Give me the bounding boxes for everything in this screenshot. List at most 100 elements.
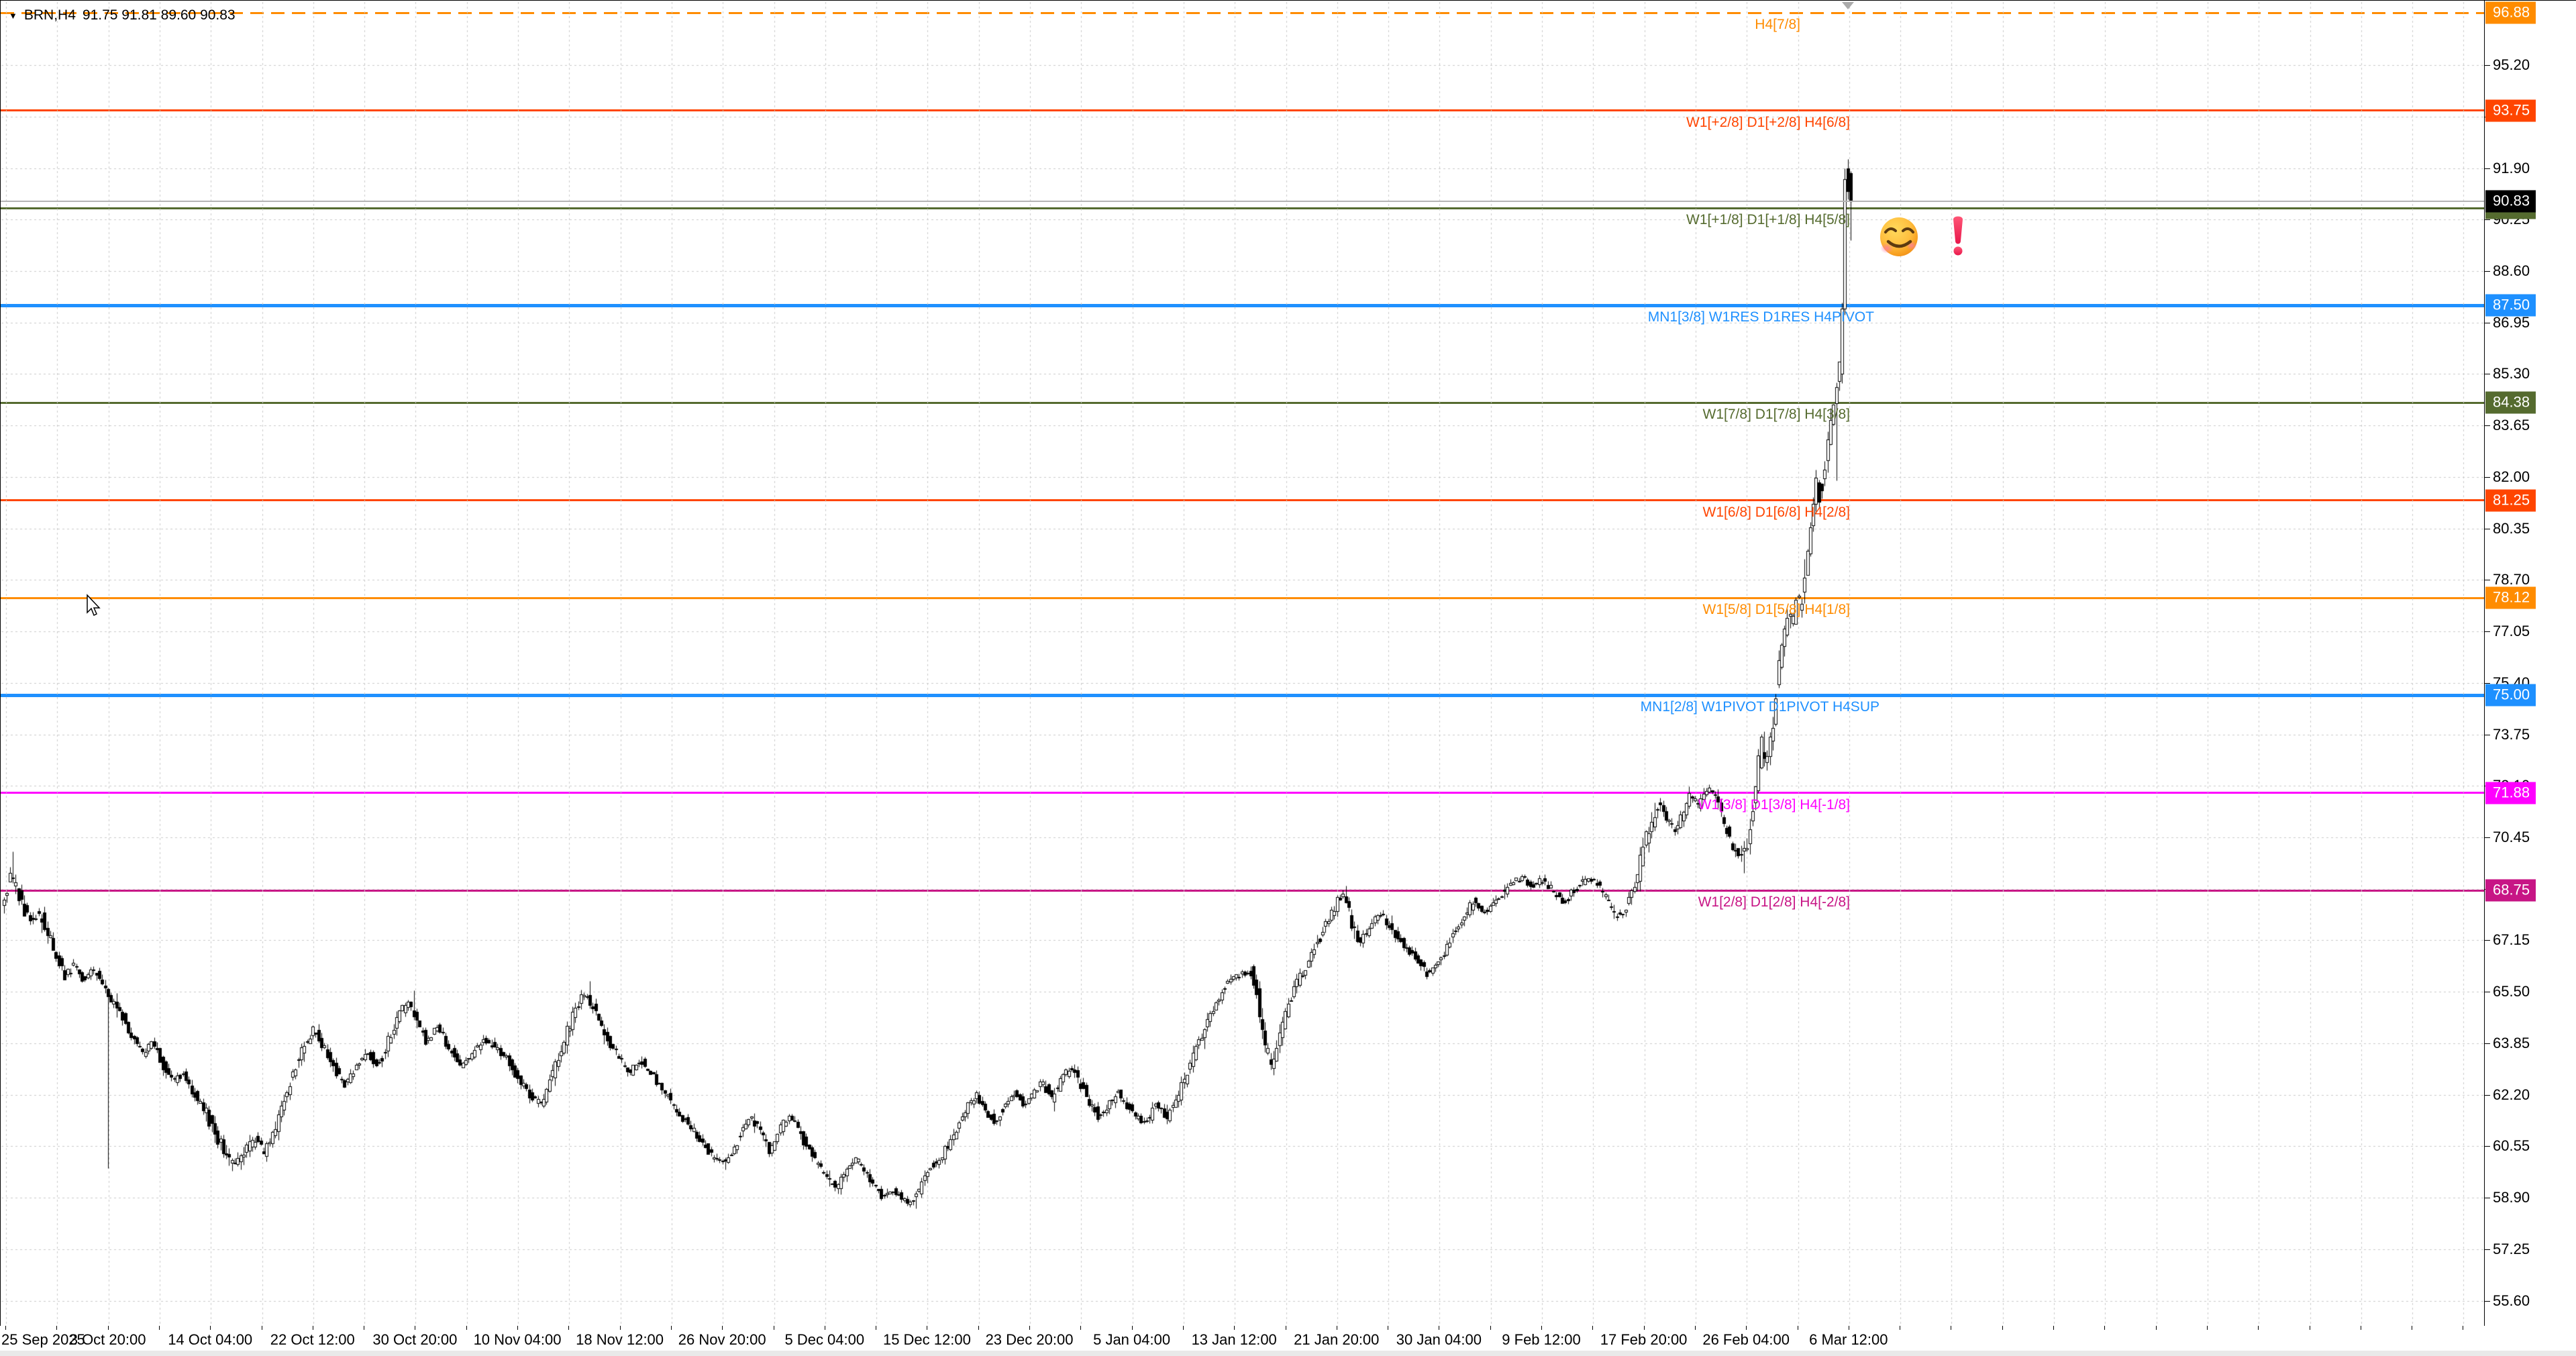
- price-tick-label: 58.90: [2493, 1189, 2530, 1206]
- price-tick-label: 88.60: [2493, 262, 2530, 280]
- time-tick-mark: [5, 1326, 6, 1330]
- price-tick-label: 95.20: [2493, 56, 2530, 74]
- level-label: W1[5/8] D1[5/8] H4[1/8]: [1702, 602, 1850, 618]
- date-tick-label: 13 Jan 12:00: [1191, 1331, 1277, 1348]
- level-label: W1[+1/8] D1[+1/8] H4[5/8]: [1686, 212, 1850, 228]
- time-tick-mark: [2104, 1326, 2106, 1330]
- time-tick-mark: [1643, 1326, 1645, 1330]
- time-tick-mark: [1131, 1326, 1133, 1330]
- collapse-triangle-icon[interactable]: ▼: [9, 10, 17, 21]
- price-tick-label: 65.50: [2493, 983, 2530, 1000]
- price-level-badge: 81.25: [2485, 489, 2536, 512]
- price-tick-label: 80.35: [2493, 519, 2530, 537]
- plot-area[interactable]: H4[7/8] W1[+2/8] D1[+2/8] H4[6/8] W1[+1/8]…: [0, 0, 2484, 1326]
- price-level-badge: 87.50: [2485, 294, 2536, 317]
- date-tick-label: 14 Oct 04:00: [168, 1331, 253, 1348]
- price-tick-label: 83.65: [2493, 417, 2530, 434]
- price-tick-label: 77.05: [2493, 623, 2530, 640]
- date-tick-label: 22 Oct 12:00: [270, 1331, 355, 1348]
- price-level-badge: 68.75: [2485, 879, 2536, 902]
- date-tick-label: 5 Dec 04:00: [784, 1331, 865, 1348]
- time-tick-mark: [517, 1326, 518, 1330]
- price-level-badge: 84.38: [2485, 391, 2536, 414]
- date-tick-label: 18 Nov 12:00: [576, 1331, 664, 1348]
- date-tick-label: 15 Dec 12:00: [882, 1331, 971, 1348]
- time-tick-mark: [670, 1326, 672, 1330]
- time-tick-mark: [1541, 1326, 1542, 1330]
- exclamation-mark-icon[interactable]: [1944, 213, 1972, 260]
- date-tick-label: 30 Jan 04:00: [1396, 1331, 1482, 1348]
- price-chart-canvas[interactable]: [1, 1, 2484, 1326]
- date-tick-label: 26 Nov 20:00: [678, 1331, 766, 1348]
- date-tick-label: 6 Mar 12:00: [1809, 1331, 1888, 1348]
- price-tick-label: 82.00: [2493, 468, 2530, 485]
- time-tick-mark: [2206, 1326, 2208, 1330]
- level-label: W1[7/8] D1[7/8] H4[3/8]: [1702, 407, 1850, 423]
- level-label: W1[3/8] D1[3/8] H4[-1/8]: [1698, 796, 1850, 813]
- time-tick-mark: [158, 1326, 160, 1330]
- price-tick-label: 78.70: [2493, 571, 2530, 588]
- price-tick-mark: [2485, 837, 2490, 838]
- price-level-badge: 71.88: [2485, 782, 2536, 804]
- time-tick-mark: [2002, 1326, 2003, 1330]
- level-label: H4[7/8]: [1755, 17, 1800, 32]
- current-price-line: [1, 201, 2484, 203]
- date-tick-label: 30 Oct 20:00: [372, 1331, 458, 1348]
- time-tick-mark: [1029, 1326, 1030, 1330]
- price-tick-label: 70.45: [2493, 828, 2530, 845]
- price-tick-mark: [2485, 940, 2490, 941]
- scroll-position-marker-icon[interactable]: [1842, 2, 1854, 9]
- price-tick-mark: [2485, 1300, 2490, 1302]
- price-level-badge: 96.88: [2485, 1, 2536, 24]
- price-tick-mark: [2485, 631, 2490, 633]
- price-tick-mark: [2485, 476, 2490, 478]
- price-tick-mark: [2485, 219, 2490, 221]
- price-axis[interactable]: 95.2093.5591.9090.2588.6086.9585.3083.65…: [2484, 0, 2576, 1326]
- date-tick-label: 9 Feb 12:00: [1502, 1331, 1581, 1348]
- price-tick-mark: [2485, 65, 2490, 66]
- price-tick-label: 73.75: [2493, 725, 2530, 743]
- date-tick-label: 10 Nov 04:00: [473, 1331, 562, 1348]
- price-tick-label: 91.90: [2493, 159, 2530, 176]
- time-tick-mark: [107, 1326, 109, 1330]
- time-tick-mark: [210, 1326, 211, 1330]
- level-label: W1[6/8] D1[6/8] H4[2/8]: [1702, 504, 1850, 520]
- smiley-emoji-icon[interactable]: [1879, 216, 1920, 259]
- price-level-badge: 75.00: [2485, 684, 2536, 707]
- price-tick-mark: [2485, 1146, 2490, 1147]
- time-tick-mark: [1182, 1326, 1184, 1330]
- price-tick-label: 85.30: [2493, 365, 2530, 382]
- price-tick-label: 86.95: [2493, 313, 2530, 331]
- mouse-cursor-icon: [87, 594, 101, 617]
- price-tick-label: 55.60: [2493, 1292, 2530, 1309]
- ohlc-readout: 91.75 91.81 89.60 90.83: [82, 7, 236, 23]
- time-axis[interactable]: 25 Sep 2025 3 Oct 20:00 14 Oct 04:00 22 Oct…: [0, 1326, 2576, 1351]
- time-tick-mark: [1080, 1326, 1082, 1330]
- time-tick-mark: [1592, 1326, 1594, 1330]
- date-tick-label: 5 Jan 04:00: [1093, 1331, 1171, 1348]
- symbol-readout[interactable]: ▼ BRN,H4 91.75 91.81 89.60 90.83: [9, 7, 236, 23]
- time-tick-mark: [466, 1326, 467, 1330]
- price-tick-mark: [2485, 1094, 2490, 1096]
- level-label: W1[+2/8] D1[+2/8] H4[6/8]: [1686, 114, 1850, 130]
- window-bottom-strip: [0, 1351, 2576, 1356]
- date-tick-label: 25 Sep 2025: [1, 1331, 85, 1348]
- time-tick-mark: [2053, 1326, 2054, 1330]
- time-tick-mark: [1694, 1326, 1696, 1330]
- price-tick-mark: [2485, 425, 2490, 427]
- time-tick-mark: [978, 1326, 979, 1330]
- price-tick-label: 62.20: [2493, 1086, 2530, 1103]
- time-tick-mark: [2258, 1326, 2259, 1330]
- price-tick-mark: [2485, 1249, 2490, 1250]
- time-tick-mark: [619, 1326, 621, 1330]
- price-tick-mark: [2485, 1043, 2490, 1044]
- date-tick-label: 3 Oct 20:00: [69, 1331, 146, 1348]
- price-tick-mark: [2485, 271, 2490, 272]
- time-tick-mark: [2155, 1326, 2157, 1330]
- time-tick-mark: [1490, 1326, 1491, 1330]
- level-label: W1[2/8] D1[2/8] H4[-2/8]: [1698, 894, 1850, 910]
- price-tick-mark: [2485, 168, 2490, 169]
- price-tick-label: 67.15: [2493, 931, 2530, 949]
- price-tick-mark: [2485, 682, 2490, 684]
